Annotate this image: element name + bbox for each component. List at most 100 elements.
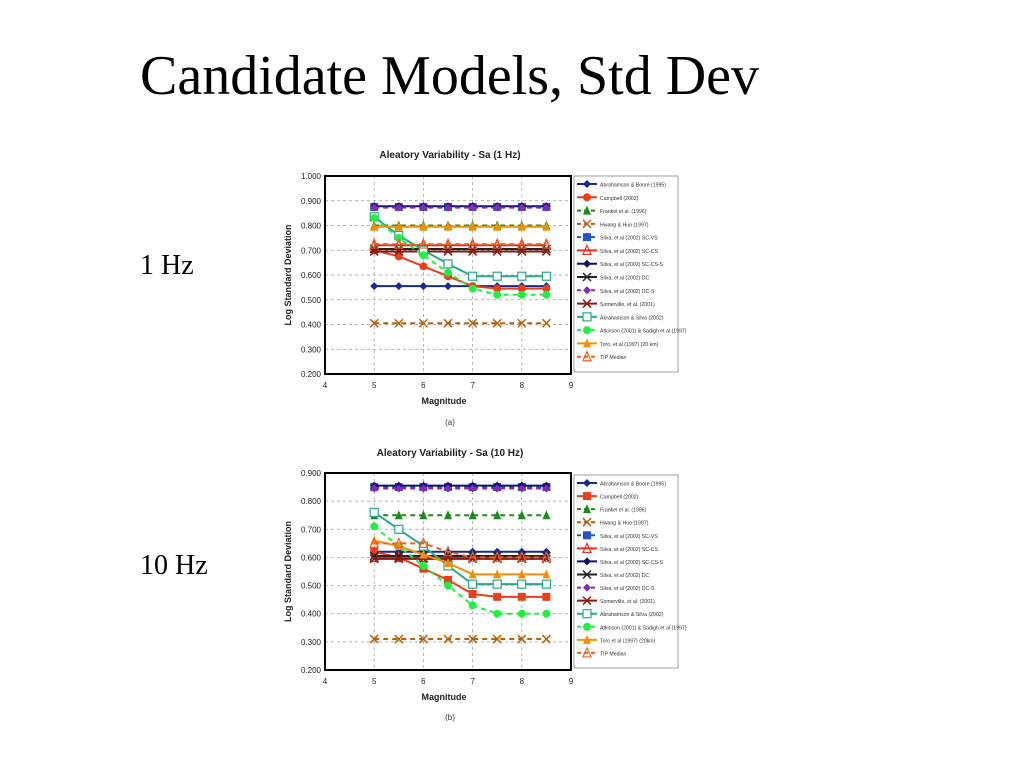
legend-marker [582, 312, 592, 322]
x-tick-label: 5 [372, 381, 377, 390]
legend-item: Somerville, et al. (2001) [577, 596, 655, 606]
legend-label: Atkinson (2001) & Sadigh et al (1997) [600, 625, 687, 631]
data-point [394, 203, 403, 212]
data-point [517, 203, 526, 212]
data-point [468, 203, 477, 212]
data-point [468, 246, 478, 257]
x-tick-label: 9 [569, 677, 574, 686]
data-point [370, 221, 379, 231]
data-point [443, 237, 453, 249]
chart-title: Aleatory Variability - Sa (10 Hz) [377, 448, 524, 459]
data-point [394, 484, 403, 493]
data-point [517, 579, 527, 589]
data-point [517, 569, 526, 579]
data-point [468, 601, 477, 610]
legend-item: Toro, et al (1997) (20 km) [577, 338, 659, 348]
data-point [517, 592, 526, 601]
data-point [443, 634, 453, 644]
x-tick-label: 4 [323, 381, 328, 390]
data-point [443, 259, 453, 269]
legend-item: Silva, et al (2002) DC-S [577, 583, 655, 592]
legend-label: Silva, et al (2002) SC-CS-S [600, 560, 664, 566]
legend-marker [582, 272, 592, 282]
legend-label: Hwang & Huo (1997) [600, 222, 649, 228]
data-point [369, 554, 379, 564]
data-point [517, 271, 527, 281]
data-point [418, 536, 429, 548]
legend-marker [583, 286, 591, 295]
data-point [394, 221, 403, 231]
series-4 [369, 634, 551, 644]
legend-label: Abrahamson & Silva (2002) [600, 612, 664, 618]
data-point [492, 634, 502, 644]
data-point [492, 271, 502, 281]
data-point [468, 318, 478, 328]
legend-marker [582, 646, 592, 658]
legend-label: Abrahamson & Boore (1995) [600, 183, 666, 189]
data-point [516, 550, 527, 563]
series-line [373, 525, 547, 615]
data-point [468, 579, 478, 589]
data-point [444, 268, 452, 277]
data-point [393, 536, 404, 548]
legend-label: Silva, et al (2002) SC-CS [600, 547, 658, 553]
y-tick-label: 0.200 [301, 666, 322, 675]
legend-label: Silva, et al (2002) SC-CS-S [600, 262, 664, 268]
y-tick-label: 0.600 [301, 553, 322, 562]
legend-marker [582, 609, 592, 619]
data-point [444, 221, 452, 231]
legend-label: Silva, et al (2002) DC-S [600, 289, 655, 295]
data-point [444, 558, 452, 568]
data-point [369, 634, 379, 644]
y-axis-label: Log Standard Deviation [283, 521, 293, 622]
legend-item: Hwang & Huo (1997) [577, 219, 649, 229]
data-point [419, 221, 428, 231]
legend-item: TIP Median [577, 646, 627, 658]
legend-item: Hwang & Huo (1997) [577, 517, 649, 527]
legend-marker [583, 233, 591, 242]
legend-box [573, 175, 679, 373]
data-point [517, 510, 526, 520]
data-point [394, 524, 404, 534]
data-point [444, 575, 452, 584]
legend-item: Silva, et al (2002) SC-CS [577, 243, 658, 256]
y-tick-label: 1.000 [301, 172, 322, 181]
series-line [373, 217, 547, 296]
data-point [541, 579, 552, 589]
legend-marker [582, 299, 592, 309]
data-point [517, 284, 526, 293]
data-point [493, 592, 502, 601]
series-9 [370, 484, 551, 493]
legend-label: Atkinson (2001) & Sadigh et al (1997) [600, 329, 687, 335]
legend-marker [582, 219, 592, 229]
y-tick-label: 0.400 [301, 610, 322, 619]
data-point [419, 549, 428, 559]
legend-item: Frankel et al. (1996) [577, 504, 647, 514]
x-axis-label: Magnitude [422, 396, 467, 406]
data-point [492, 318, 502, 328]
data-point [444, 282, 452, 291]
data-point [370, 484, 379, 493]
data-point [443, 246, 453, 257]
legend-label: Somerville, et al. (2001) [600, 302, 655, 308]
data-point [542, 592, 551, 601]
x-tick-label: 9 [569, 381, 574, 390]
y-tick-label: 0.800 [301, 222, 322, 231]
legend-item: Abrahamson & Silva (2002) [577, 609, 664, 619]
series-12 [370, 214, 551, 299]
legend-item: Silva, et al (2002) DC-S [577, 286, 655, 295]
data-point [468, 284, 477, 293]
data-point [370, 214, 379, 223]
legend-marker [583, 326, 591, 335]
label-1hz: 1 Hz [140, 250, 194, 281]
data-point [443, 545, 453, 557]
data-point [493, 203, 502, 212]
legend-label: Silva, et al (2002) DC-S [600, 586, 655, 592]
chart-2: Aleatory Variability - Sa (10 Hz) 0.200 0.… [283, 448, 687, 722]
legend-marker [583, 492, 591, 501]
data-point [516, 237, 527, 249]
legend-item: Atkinson (2001) & Sadigh et al (1997) [577, 326, 687, 335]
legend-item: Frankel et al. (1996) [577, 205, 647, 215]
legend-marker [583, 531, 591, 540]
data-point [418, 634, 428, 644]
